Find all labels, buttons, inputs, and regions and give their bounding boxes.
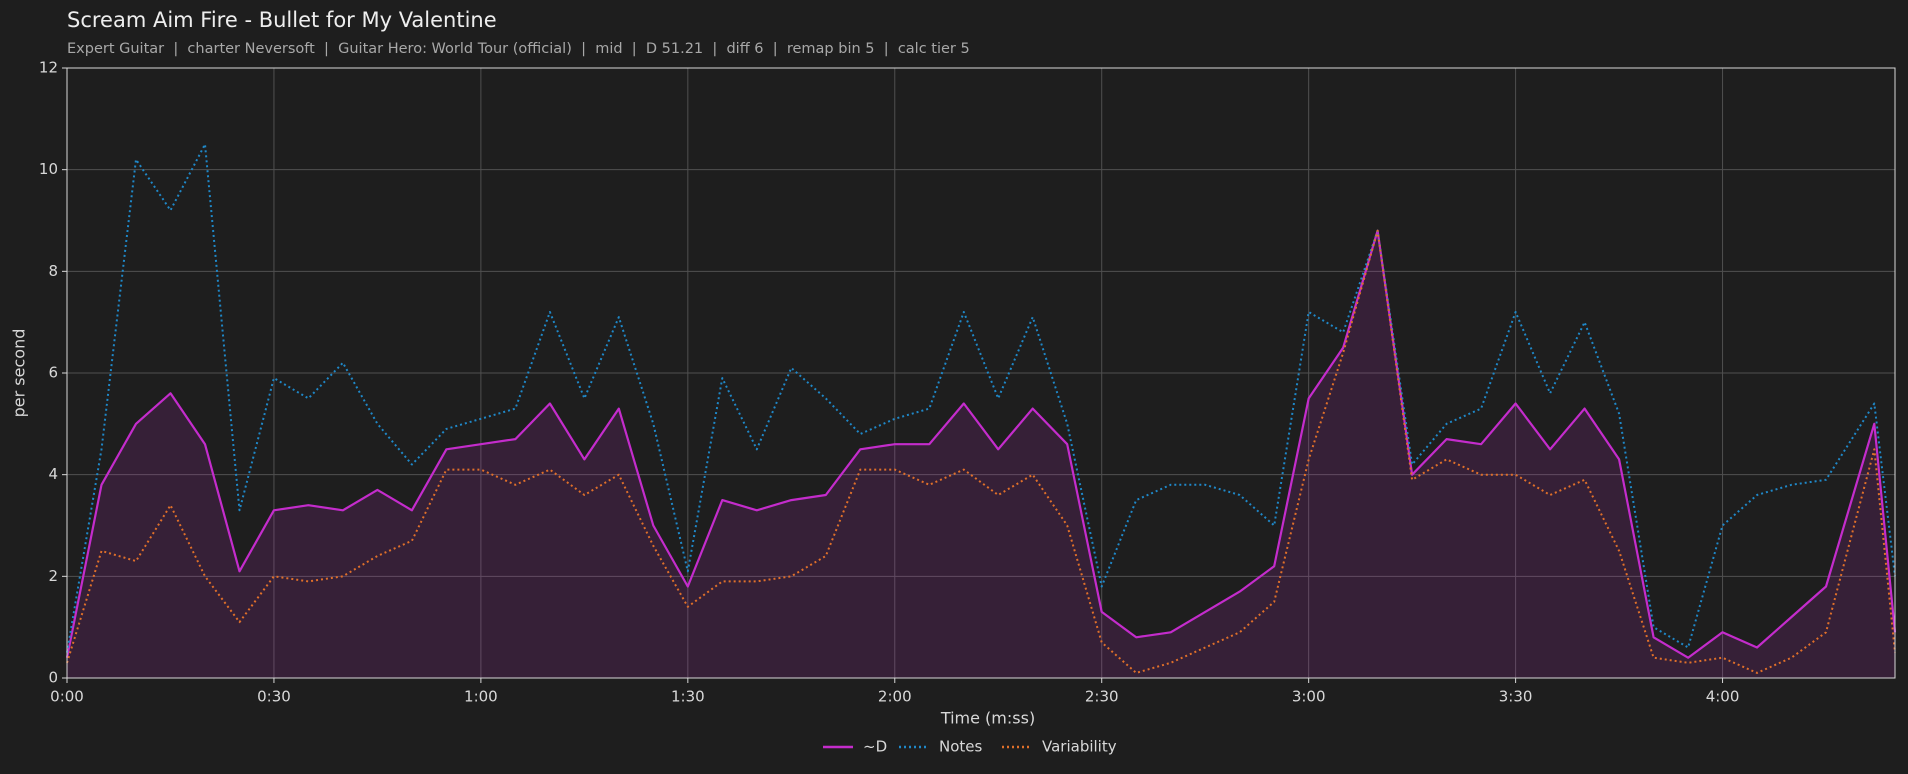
x-tick-label: 0:30 [257,688,291,706]
x-tick-label: 3:30 [1499,688,1533,706]
y-tick-label: 8 [48,262,58,280]
x-axis-label: Time (m:ss) [940,709,1035,728]
chart-title: Scream Aim Fire - Bullet for My Valentin… [67,8,497,32]
legend-label: Variability [1042,738,1117,756]
y-tick-label: 10 [39,160,58,178]
area [67,230,1895,678]
y-tick-label: 6 [48,364,58,382]
legend-label: Notes [939,738,983,756]
y-tick-label: 0 [48,669,58,687]
x-tick-label: 2:00 [878,688,912,706]
x-tick-label: 1:00 [464,688,498,706]
x-tick-label: 0:00 [50,688,84,706]
y-tick-label: 12 [39,59,58,77]
x-tick-label: 4:00 [1706,688,1740,706]
x-tick-label: 3:00 [1292,688,1326,706]
chart-subtitle: Expert Guitar | charter Neversoft | Guit… [67,41,970,57]
line [66,143,1896,653]
x-tick-label: 2:30 [1085,688,1119,706]
line [66,229,1896,674]
y-axis-label: per second [10,329,29,418]
line [65,229,1897,659]
x-tick-label: 1:30 [671,688,705,706]
legend-label: ~D [863,738,887,756]
y-tick-label: 2 [48,567,58,585]
plot-frame [66,67,1896,679]
y-tick-label: 4 [48,465,58,483]
